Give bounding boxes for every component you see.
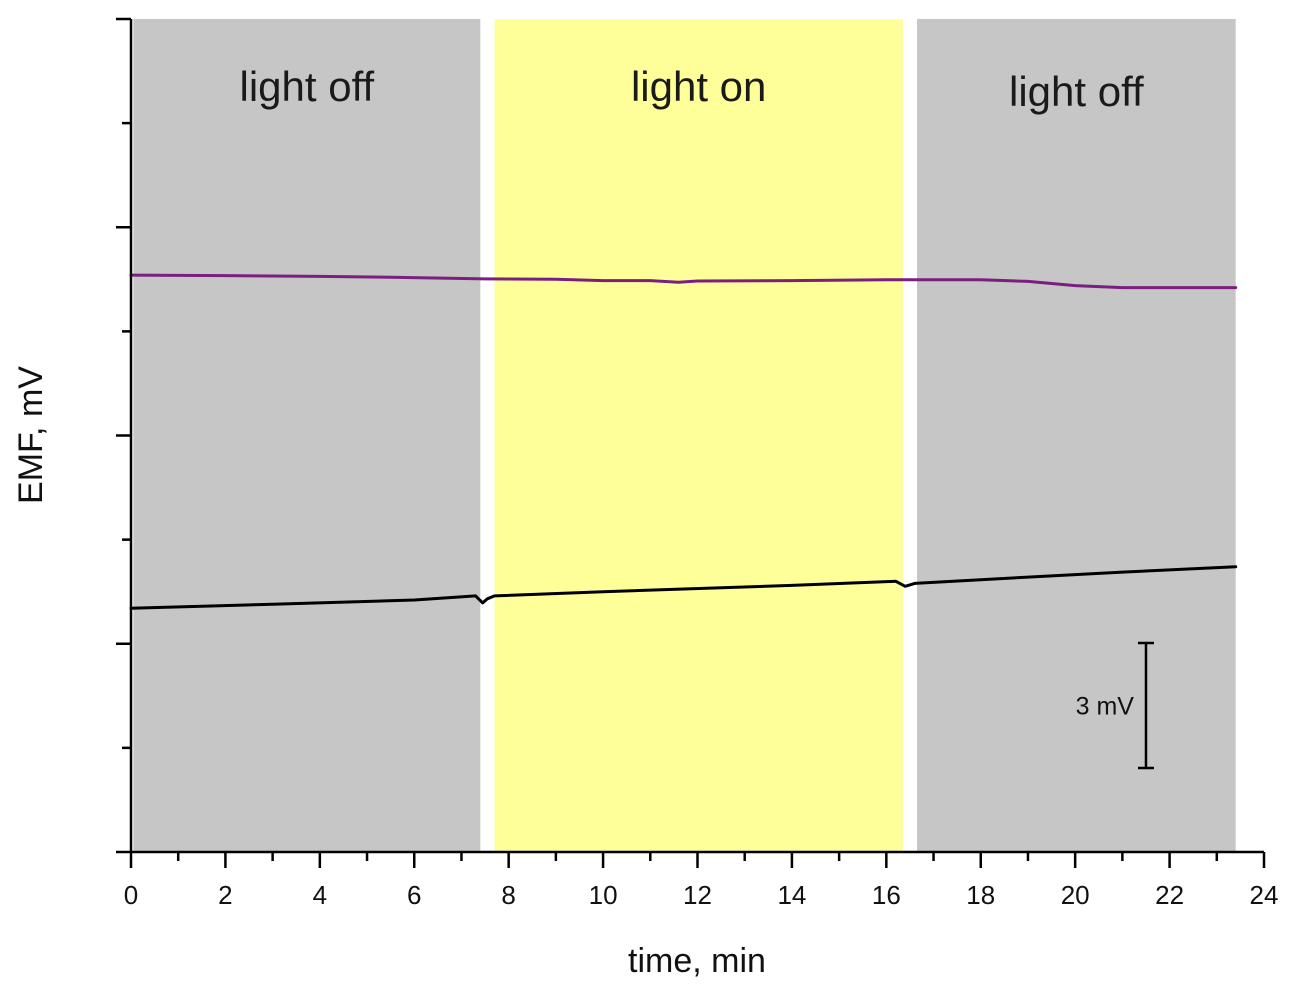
- x-tick-label: 4: [313, 880, 327, 910]
- x-tick-label: 22: [1155, 880, 1184, 910]
- y-ticks: [116, 17, 131, 854]
- data-series: [129, 273, 1238, 610]
- region-light-off-2: [917, 19, 1236, 852]
- region-label-2: light off: [1009, 68, 1144, 115]
- scale-bar-label: 3 mV: [1076, 692, 1135, 720]
- x-tick-label: 18: [966, 880, 995, 910]
- region-light-on-1: [494, 19, 903, 852]
- x-tick-label: 0: [124, 880, 138, 910]
- x-tick-label: 8: [501, 880, 515, 910]
- light-regions: [133, 19, 1236, 852]
- x-axis-title: time, min: [628, 942, 766, 980]
- x-tick-label: 14: [777, 880, 806, 910]
- scale-bar: 3 mV: [1076, 641, 1154, 770]
- y-axis-title: EMF, mV: [12, 366, 50, 504]
- region-light-off-0: [133, 19, 481, 852]
- x-tick-label: 10: [589, 880, 618, 910]
- x-tick-label: 12: [683, 880, 712, 910]
- region-label-1: light on: [631, 63, 766, 110]
- x-tick-label: 20: [1061, 880, 1090, 910]
- region-label-0: light off: [240, 63, 375, 110]
- series-line-0: [129, 273, 1238, 290]
- x-tick-label: 2: [218, 880, 232, 910]
- series-line-1: [129, 565, 1238, 610]
- x-tick-label: 16: [872, 880, 901, 910]
- region-labels: light off light on light off: [240, 63, 1144, 115]
- x-ticks: 0 2 4 6 8 10 12 14 16 18 20 22 24: [124, 852, 1279, 910]
- x-tick-label: 24: [1250, 880, 1279, 910]
- x-tick-label: 6: [407, 880, 421, 910]
